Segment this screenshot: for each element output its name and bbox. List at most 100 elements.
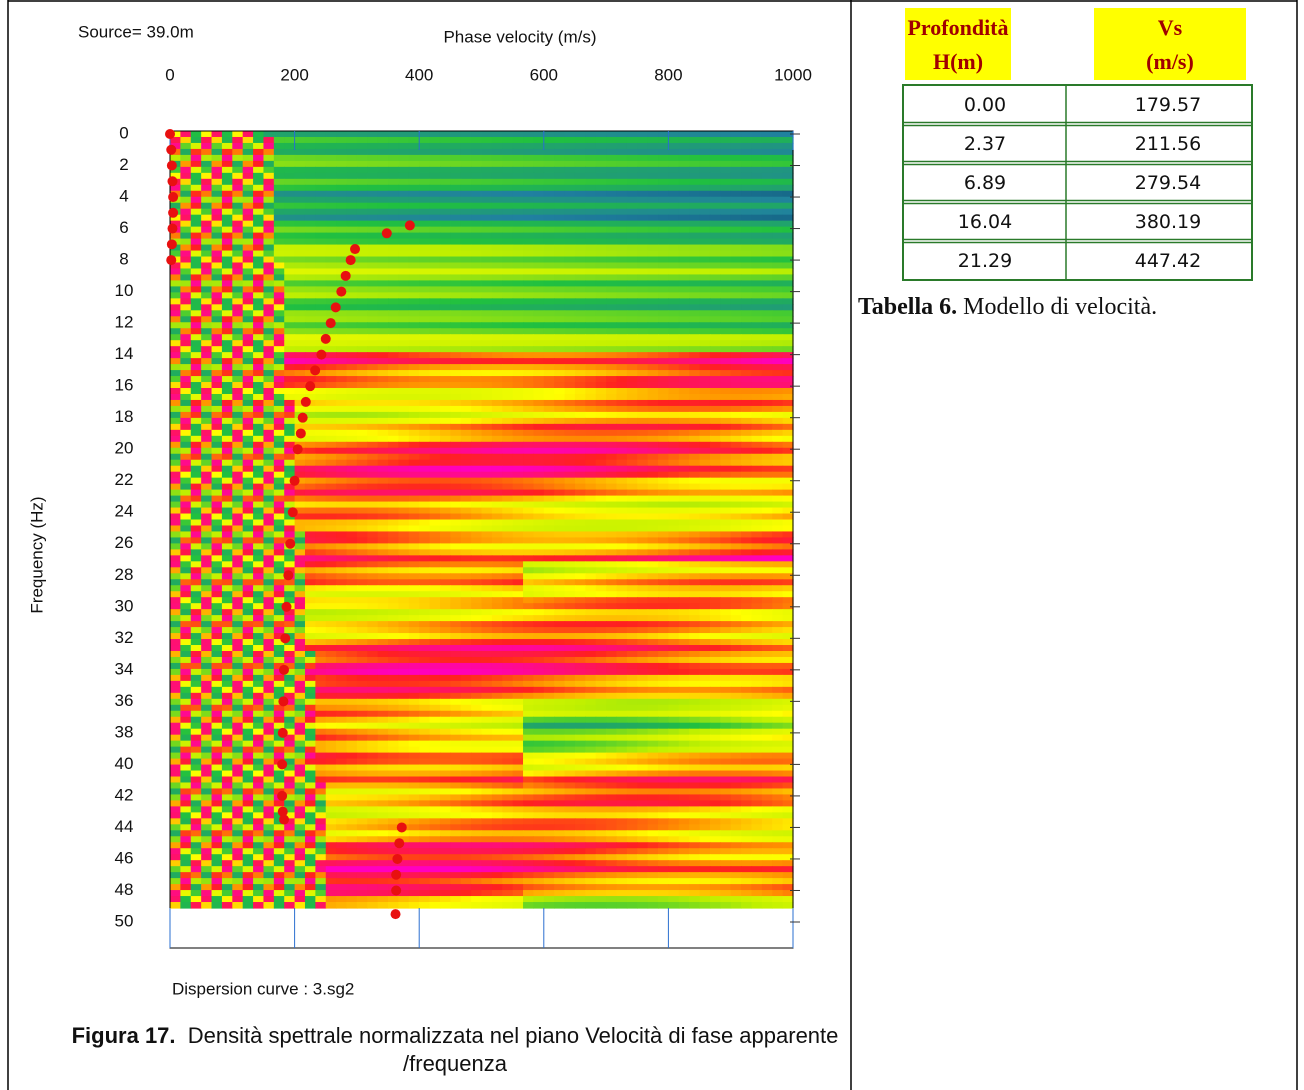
heat-cell (315, 131, 326, 138)
heat-cell (627, 179, 638, 186)
heat-cell (243, 376, 254, 383)
heat-cell (616, 286, 627, 293)
heat-cell (201, 382, 212, 389)
heat-cell (658, 304, 669, 311)
heat-cell (596, 430, 607, 437)
heat-cell (575, 328, 586, 335)
heat-cell (658, 137, 669, 144)
heat-cell (305, 161, 316, 168)
heat-cell (253, 585, 264, 592)
heat-cell (585, 472, 596, 479)
heat-cell (762, 316, 773, 323)
heat-cell (533, 346, 544, 353)
heat-cell (668, 418, 679, 425)
heat-cell (461, 167, 472, 174)
heat-cell (253, 131, 264, 138)
heat-cell (741, 388, 752, 395)
heat-cell (212, 549, 223, 556)
heat-cell (295, 185, 306, 192)
heat-cell (637, 603, 648, 610)
heat-cell (326, 173, 337, 180)
heat-cell (336, 555, 347, 562)
heat-cell (658, 191, 669, 198)
heat-cell (347, 549, 358, 556)
heat-cell (575, 430, 586, 437)
heat-cell (720, 316, 731, 323)
heat-cell (315, 316, 326, 323)
heat-cell (305, 340, 316, 347)
heat-cell (409, 418, 420, 425)
heat-cell (461, 388, 472, 395)
heat-cell (253, 233, 264, 240)
heat-cell (450, 603, 461, 610)
heat-cell (783, 161, 794, 168)
heat-cell (492, 316, 503, 323)
heat-cell (450, 442, 461, 449)
heat-cell (367, 173, 378, 180)
heat-cell (378, 472, 389, 479)
heat-cell (243, 310, 254, 317)
heat-cell (409, 525, 420, 532)
heat-cell (409, 280, 420, 287)
heat-cell (772, 567, 783, 574)
heat-cell (533, 286, 544, 293)
heat-cell (502, 406, 513, 413)
heat-cell (398, 358, 409, 365)
heat-cell (201, 430, 212, 437)
heat-cell (232, 322, 243, 329)
heat-cell (243, 173, 254, 180)
heat-cell (305, 549, 316, 556)
heat-cell (668, 514, 679, 521)
heat-cell (295, 525, 306, 532)
heat-cell (305, 448, 316, 455)
heat-cell (430, 131, 441, 138)
heat-cell (502, 316, 513, 323)
heat-cell (180, 179, 191, 186)
heat-cell (419, 370, 430, 377)
heat-cell (357, 167, 368, 174)
heat-cell (482, 328, 493, 335)
heat-cell (544, 316, 555, 323)
heat-cell (336, 245, 347, 252)
heat-cell (367, 340, 378, 347)
heat-cell (430, 215, 441, 222)
heat-cell (492, 310, 503, 317)
heat-cell (482, 400, 493, 407)
heat-cell (658, 472, 669, 479)
heat-cell (170, 573, 181, 580)
heat-cell (274, 298, 285, 305)
heat-cell (232, 292, 243, 299)
heat-cell (201, 549, 212, 556)
heat-cell (710, 549, 721, 556)
heat-cell (544, 298, 555, 305)
heat-cell (783, 304, 794, 311)
heat-cell (731, 292, 742, 299)
heat-cell (170, 298, 181, 305)
heat-cell (471, 233, 482, 240)
heat-cell (658, 573, 669, 580)
heat-cell (772, 394, 783, 401)
heat-cell (575, 173, 586, 180)
heat-cell (648, 322, 659, 329)
heat-cell (295, 191, 306, 198)
heat-cell (585, 173, 596, 180)
heat-cell (440, 478, 451, 485)
heat-cell (585, 442, 596, 449)
heat-cell (326, 442, 337, 449)
heat-cell (783, 191, 794, 198)
heat-cell (637, 484, 648, 491)
heat-cell (357, 621, 368, 628)
heat-cell (263, 227, 274, 234)
heat-cell (388, 304, 399, 311)
heat-cell (482, 185, 493, 192)
heat-cell (295, 137, 306, 144)
heat-cell (263, 131, 274, 138)
heat-cell (710, 496, 721, 503)
heat-cell (440, 286, 451, 293)
heat-cell (585, 310, 596, 317)
heat-cell (596, 298, 607, 305)
heat-cell (347, 191, 358, 198)
heat-cell (440, 621, 451, 628)
heat-cell (700, 394, 711, 401)
heat-cell (502, 597, 513, 604)
